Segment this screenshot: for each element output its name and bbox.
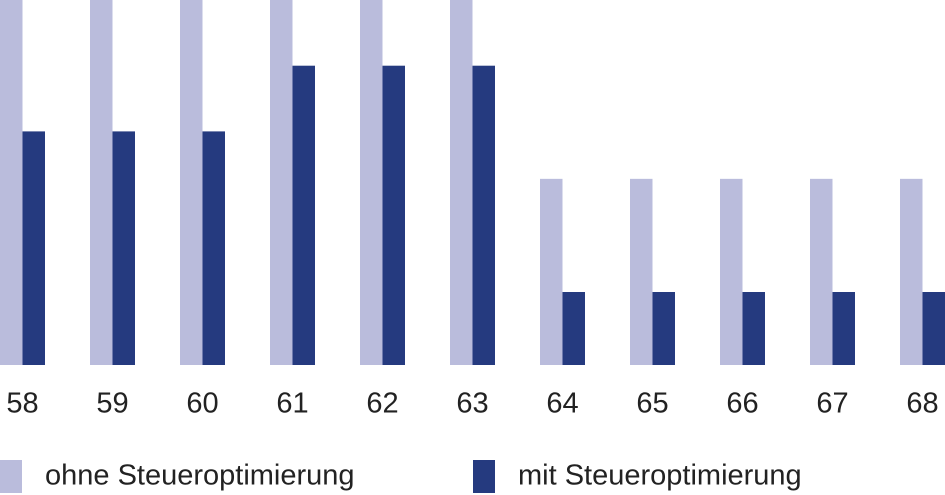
x-tick-label: 68	[906, 388, 938, 420]
x-tick-label: 66	[726, 388, 758, 420]
bar	[90, 0, 113, 365]
legend-label: mit Steueroptimierung	[518, 460, 802, 492]
bar	[450, 0, 473, 365]
bar	[270, 0, 293, 365]
bar	[832, 292, 855, 365]
bar	[360, 0, 383, 365]
bar	[652, 292, 675, 365]
bar	[630, 178, 653, 365]
bar	[0, 0, 23, 365]
bar	[382, 65, 405, 365]
bar	[180, 0, 203, 365]
legend-label: ohne Steueroptimierung	[45, 460, 355, 492]
x-tick-label: 65	[636, 388, 668, 420]
x-tick-label: 67	[816, 388, 848, 420]
x-tick-label: 61	[276, 388, 308, 420]
legend-swatch	[0, 460, 22, 493]
bar	[720, 178, 743, 365]
bar	[112, 131, 135, 365]
bar	[540, 178, 563, 365]
bar	[900, 178, 923, 365]
bar	[562, 292, 585, 365]
bar	[202, 131, 225, 365]
bar	[292, 65, 315, 365]
bar	[472, 65, 495, 365]
bar	[742, 292, 765, 365]
legend-swatch	[473, 460, 495, 493]
x-tick-label: 62	[366, 388, 398, 420]
x-tick-label: 58	[6, 388, 38, 420]
x-tick-label: 64	[546, 388, 578, 420]
bar	[922, 292, 945, 365]
x-tick-label: 60	[186, 388, 218, 420]
x-tick-label: 63	[456, 388, 488, 420]
bar	[22, 131, 45, 365]
bar	[810, 178, 833, 365]
x-tick-label: 59	[96, 388, 128, 420]
